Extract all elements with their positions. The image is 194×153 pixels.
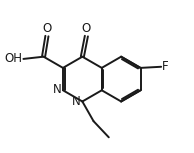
Text: N: N [53,83,61,96]
Text: N: N [72,95,81,108]
Text: OH: OH [5,52,23,65]
Text: O: O [82,22,91,35]
Text: F: F [162,60,168,73]
Text: O: O [42,22,52,35]
